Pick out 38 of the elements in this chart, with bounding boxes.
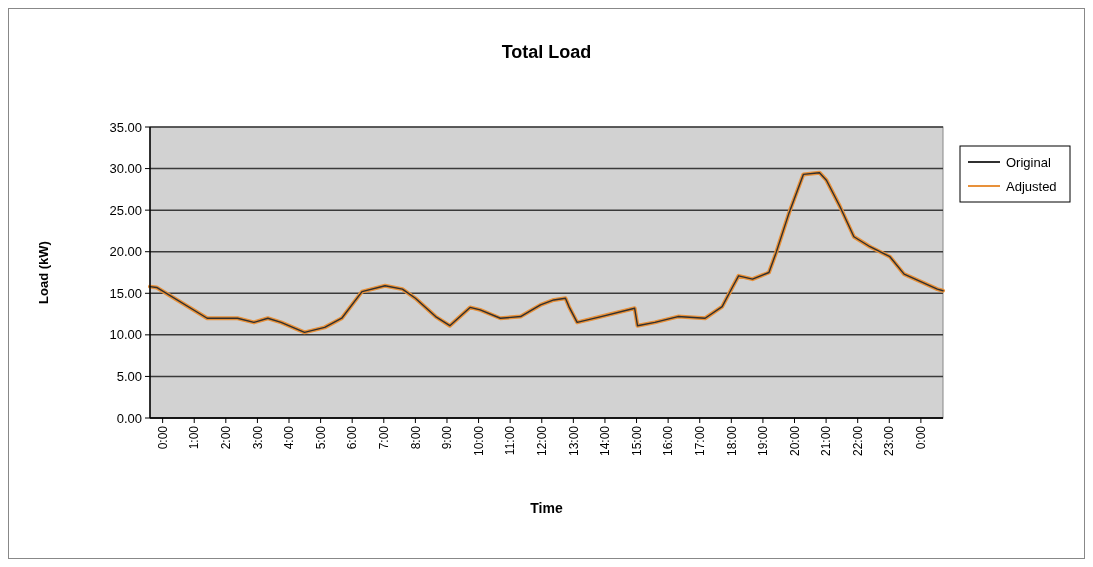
legend-label: Adjusted — [1006, 178, 1057, 194]
x-tick-label: 14:00 — [598, 425, 613, 457]
x-tick-label: 0:00 — [155, 425, 170, 450]
x-tick-label: 4:00 — [282, 425, 297, 450]
y-tick-label: 25.00 — [109, 202, 142, 218]
x-tick-label: 8:00 — [408, 425, 423, 450]
x-tick-label: 5:00 — [313, 425, 328, 450]
legend-label: Original — [1006, 154, 1051, 170]
x-tick-label: 10:00 — [471, 425, 486, 457]
x-tick-label: 1:00 — [187, 425, 202, 450]
x-tick-label: 2:00 — [219, 425, 234, 450]
x-tick-label: 23:00 — [882, 425, 897, 457]
x-tick-label: 18:00 — [724, 425, 739, 457]
x-tick-label: 20:00 — [787, 425, 802, 457]
x-tick-label: 19:00 — [756, 425, 771, 457]
x-tick-label: 9:00 — [440, 425, 455, 450]
x-tick-label: 13:00 — [566, 425, 581, 457]
x-tick-label: 16:00 — [661, 425, 676, 457]
y-tick-label: 30.00 — [109, 161, 142, 177]
chart-title: Total Load — [501, 42, 592, 62]
x-tick-label: 7:00 — [376, 425, 391, 450]
x-tick-label: 21:00 — [819, 425, 834, 457]
x-tick-label: 15:00 — [629, 425, 644, 457]
y-tick-label: 15.00 — [109, 285, 142, 301]
y-tick-label: 5.00 — [116, 368, 142, 384]
x-axis-title: Time — [530, 500, 563, 516]
x-tick-label: 12:00 — [534, 425, 549, 457]
x-tick-label: 17:00 — [692, 425, 707, 457]
y-tick-label: 10.00 — [109, 327, 142, 343]
y-tick-label: 0.00 — [116, 410, 142, 426]
x-tick-label: 3:00 — [250, 425, 265, 450]
y-axis-title: Load (kW) — [36, 241, 51, 304]
x-tick-label: 0:00 — [914, 425, 929, 450]
x-tick-label: 22:00 — [850, 425, 865, 457]
x-tick-label: 6:00 — [345, 425, 360, 450]
y-tick-label: 20.00 — [109, 244, 142, 260]
x-tick-label: 11:00 — [503, 425, 518, 456]
y-tick-label: 35.00 — [109, 119, 142, 135]
